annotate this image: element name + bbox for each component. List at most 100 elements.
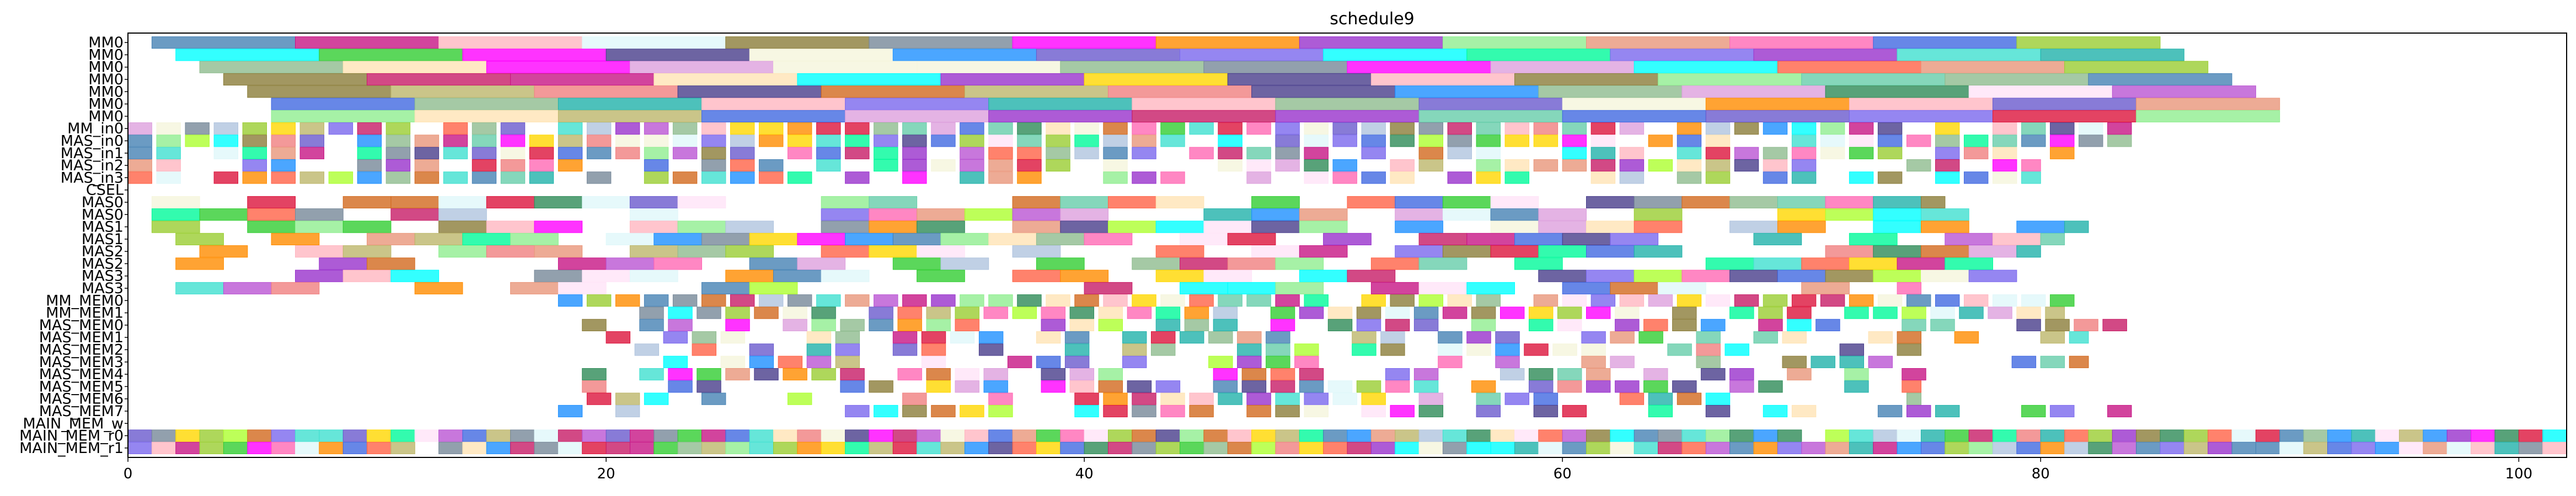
- task-bar: [414, 147, 440, 159]
- task-bar: [1064, 355, 1090, 368]
- task-bar: [1347, 61, 1491, 73]
- task-bar: [1557, 306, 1582, 319]
- task-bar: [615, 147, 640, 159]
- task-bar: [955, 368, 979, 381]
- task-bar: [1218, 147, 1243, 159]
- task-bar: [1447, 171, 1472, 184]
- task-bar: [500, 159, 526, 172]
- task-bar: [1241, 368, 1267, 381]
- task-bar: [644, 159, 669, 172]
- task-bar: [2518, 429, 2543, 442]
- task-bar: [558, 282, 607, 295]
- task-bar: [1227, 257, 1276, 270]
- task-bar: [1251, 196, 1300, 209]
- x-tick-label: 0: [124, 466, 133, 482]
- task-bar: [247, 220, 296, 233]
- task-bar: [582, 196, 630, 209]
- task-bar: [472, 122, 497, 135]
- task-bar: [1504, 392, 1530, 405]
- task-bar: [644, 122, 669, 135]
- task-bar: [151, 441, 176, 454]
- task-bar: [1155, 36, 1300, 49]
- task-bar: [1012, 196, 1061, 209]
- task-bar: [1356, 319, 1381, 331]
- task-bar: [1132, 110, 1276, 123]
- task-bar: [1586, 380, 1611, 393]
- task-bar: [1103, 392, 1128, 405]
- task-bar: [1849, 233, 1898, 245]
- task-bar: [390, 441, 415, 454]
- x-tick-label: 60: [1554, 466, 1572, 482]
- task-bar: [1993, 171, 2017, 184]
- task-bar: [629, 441, 655, 454]
- task-bar: [1122, 343, 1147, 356]
- task-bar: [811, 306, 836, 319]
- task-bar: [1304, 122, 1329, 135]
- task-bar: [1132, 171, 1156, 184]
- task-bar: [390, 269, 440, 282]
- task-bar: [1705, 441, 1731, 454]
- task-bar: [1064, 343, 1090, 356]
- task-bar: [1160, 122, 1185, 135]
- task-bar: [1873, 196, 1922, 209]
- task-bar: [1849, 171, 1874, 184]
- task-bar: [1074, 405, 1099, 418]
- task-bar: [917, 220, 965, 233]
- task-bar: [897, 368, 922, 381]
- task-bar: [271, 159, 296, 172]
- task-bar: [701, 134, 726, 147]
- task-bar: [1677, 134, 1702, 147]
- task-bar: [1361, 294, 1386, 307]
- task-bar: [1849, 98, 1993, 110]
- task-bar: [897, 319, 922, 331]
- task-bar: [2107, 122, 2132, 135]
- task-bar: [1012, 269, 1061, 282]
- task-bar: [1132, 429, 1156, 442]
- task-bar: [1046, 294, 1070, 307]
- task-bar: [845, 429, 870, 442]
- task-bar: [725, 306, 750, 319]
- task-bar: [558, 405, 583, 418]
- task-bar: [926, 368, 951, 381]
- task-bar: [438, 36, 583, 49]
- task-bar: [1327, 380, 1353, 393]
- y-tick-label: MAS_MEM4: [39, 366, 124, 383]
- task-bar: [668, 368, 693, 381]
- task-bar: [1395, 441, 1420, 454]
- task-bar: [1108, 429, 1133, 442]
- task-bar: [1041, 368, 1065, 381]
- task-bar: [586, 294, 612, 307]
- task-bar: [1203, 429, 1228, 442]
- task-bar: [1036, 257, 1085, 270]
- task-bar: [1921, 441, 1946, 454]
- task-bar: [1763, 122, 1788, 135]
- task-bar: [1413, 319, 1439, 331]
- task-bar: [438, 245, 487, 258]
- task-bar: [921, 331, 946, 344]
- task-bar: [1060, 208, 1109, 221]
- task-bar: [1270, 368, 1295, 381]
- task-bar: [1270, 306, 1295, 319]
- task-bar: [845, 110, 989, 123]
- task-bar: [1791, 122, 1817, 135]
- task-bar: [701, 147, 726, 159]
- task-bar: [438, 441, 463, 454]
- task-bar: [271, 98, 415, 110]
- task-bar: [1361, 405, 1386, 418]
- task-bar: [1758, 306, 1783, 319]
- task-bar: [151, 196, 200, 209]
- task-bar: [295, 245, 344, 258]
- y-tick-label: MM0: [88, 46, 124, 63]
- task-bar: [2088, 441, 2113, 454]
- task-bar: [1729, 429, 1754, 442]
- task-bar: [1155, 220, 1204, 233]
- task-bar: [2102, 319, 2127, 331]
- task-bar: [1777, 196, 1826, 209]
- task-bar: [902, 171, 927, 184]
- task-bar: [1213, 380, 1238, 393]
- task-bar: [1844, 368, 1869, 381]
- task-bar: [677, 85, 822, 98]
- task-bar: [1390, 171, 1415, 184]
- task-bar: [1964, 294, 1989, 307]
- task-bar: [1203, 208, 1252, 221]
